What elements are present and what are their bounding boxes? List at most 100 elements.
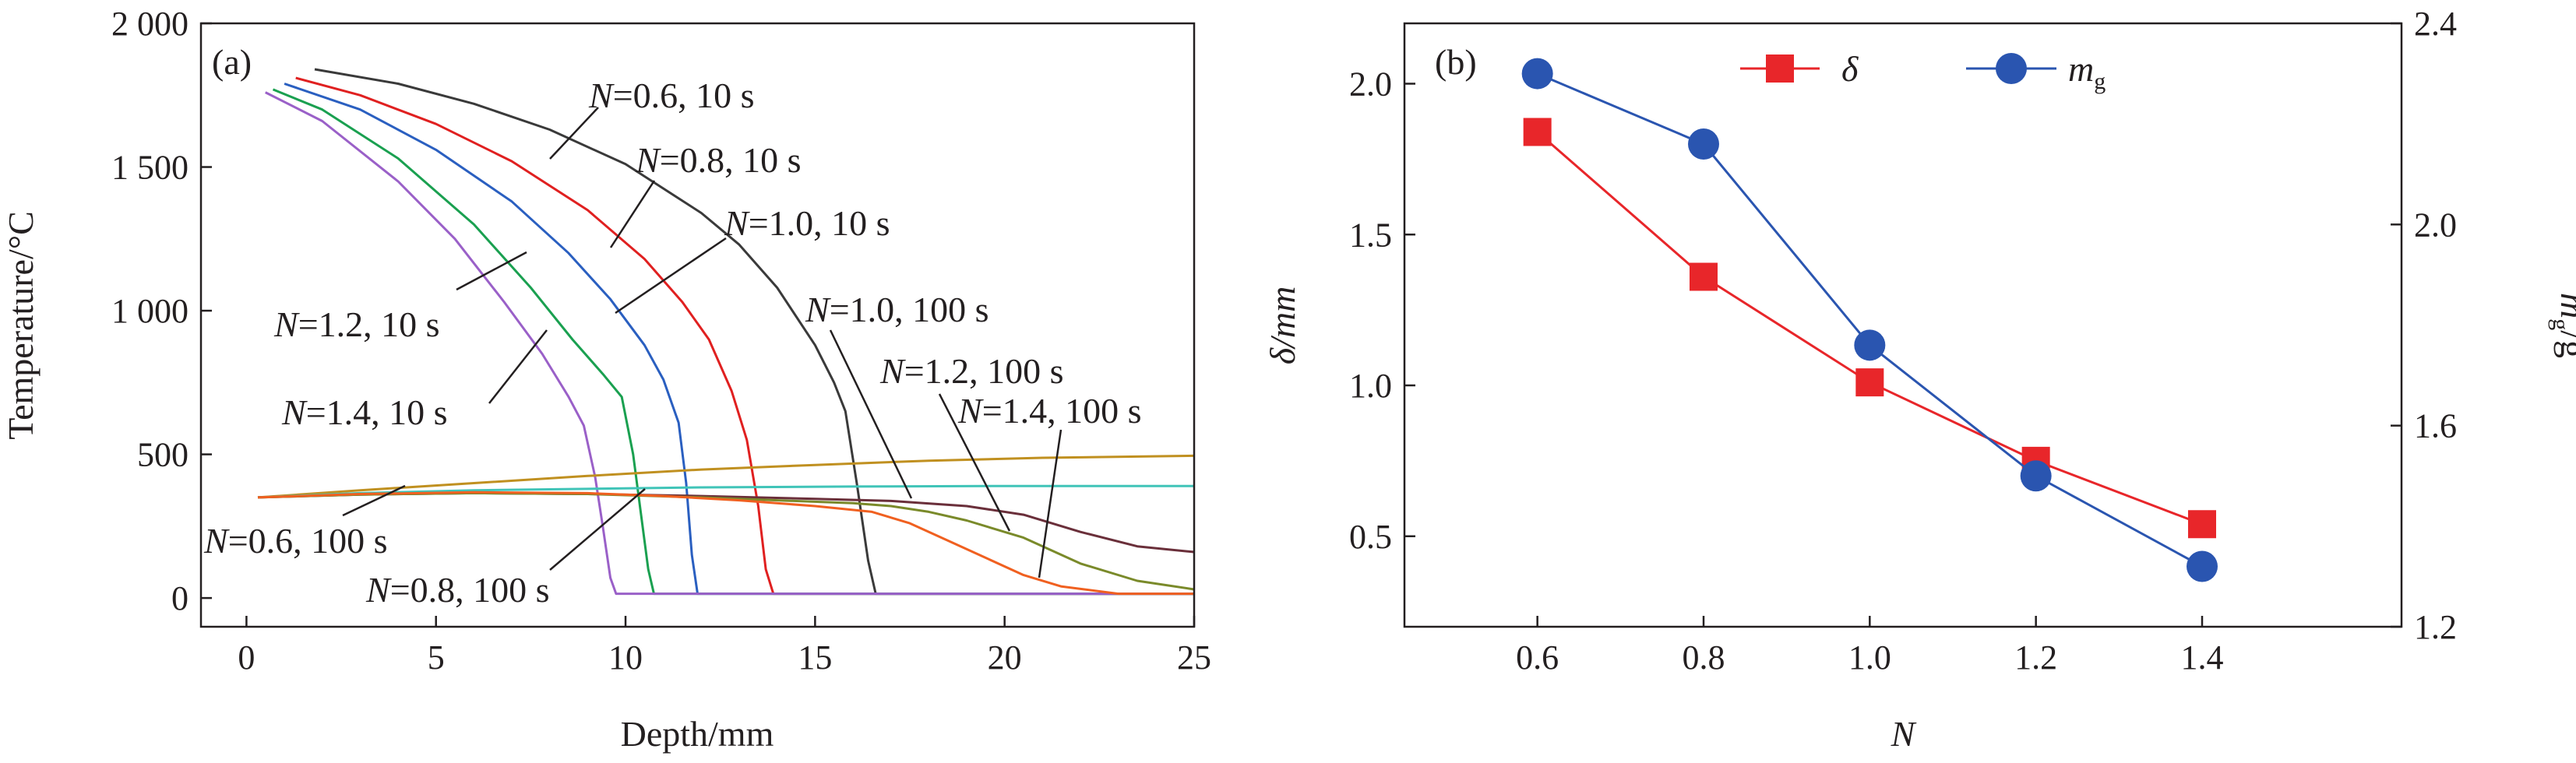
leader-n12-10s [456,251,527,291]
legend-delta-marker [1766,54,1794,83]
panel-b-left-y-axis-label-text: δ/mm [1263,287,1302,365]
left-y-tick-label: 2.0 [1349,65,1392,104]
label-n06-10s: N=0.6, 10 s [588,76,755,115]
label-n14-10s-symbol: N [281,392,308,432]
panel-b-left-y-axis-label: δ/mm [1263,287,1302,365]
label-n12-10s-symbol: N [273,304,300,344]
x-tick-label: 1.2 [2014,638,2057,677]
panel-a-temperature-chart: 0 5 10 15 20 25 0 500 1 000 1 500 2 000 (a) Depth/… [1,5,1211,754]
label-n12-100s: N=1.2, 100 s [879,351,1064,391]
curve-n14-10s [265,91,1194,596]
label-n12-10s-text: =1.2, 10 s [298,304,440,344]
leader-n10-10s [615,237,727,315]
label-n14-10s: N=1.4, 10 s [281,392,448,432]
panel-b-x-axis-label: N [1891,714,1917,754]
label-n12-100s-symbol: N [879,351,906,391]
x-tick-label: 20 [988,638,1022,677]
delta-point [1690,262,1718,291]
x-tick-label: 25 [1177,638,1211,677]
panel-b-right-y-axis-label-sub: g [2548,318,2574,330]
x-tick-label: 0.6 [1516,638,1559,677]
x-tick-label: 0.8 [1683,638,1725,677]
panel-a-axis-ticks: 0 5 10 15 20 25 0 500 1 000 1 500 2 000 [111,5,1211,677]
label-n10-100s: N=1.0, 100 s [805,290,989,329]
label-n10-100s-text: =1.0, 100 s [830,290,989,329]
x-tick-label: 1.4 [2181,638,2224,677]
legend-delta-label: δ [1841,49,1859,89]
label-n10-10s: N=1.0, 10 s [724,203,890,243]
series-delta-line [1536,131,2203,526]
delta-point [1523,118,1552,146]
mg-point [2187,550,2218,582]
label-n08-100s: N=0.8, 100 s [365,570,550,610]
y-tick-label: 1 500 [111,149,189,187]
panel-a-plot-frame [199,22,1196,628]
panel-a-leader-lines [342,107,1062,578]
curve-n10-100s [257,491,1195,554]
series-mg-line [1537,72,2203,568]
label-n14-100s: N=1.4, 100 s [957,391,1142,431]
leader-n10-100s [829,329,913,499]
delta-point [1855,368,1884,397]
label-n06-10s-symbol: N [588,76,615,115]
curve-n06-100s [257,454,1195,499]
label-n14-100s-text: =1.4, 100 s [982,391,1142,431]
legend-mg-marker [1996,53,2027,84]
panel-b-axis-ticks: 0.6 0.8 1.0 1.2 1.4 0.5 1.0 1.5 2.0 1.2 1.6 2.0 2.4 [1349,5,2457,677]
leader-n14-100s [1038,429,1062,578]
label-n10-10s-text: =1.0, 10 s [749,203,890,243]
panel-b-series-group [1521,58,2218,582]
label-n14-10s-text: =1.4, 10 s [306,392,448,432]
panel-a-series-group [257,68,1195,596]
label-n08-10s: N=0.8, 10 s [635,140,802,180]
panel-b-legend: δ mg [1740,49,2106,94]
leader-n08-10s [609,180,656,248]
legend-mg-label-base: m [2068,49,2094,89]
mg-point [2020,460,2052,492]
leader-n08-100s [549,488,646,571]
leader-n06-100s [342,484,406,517]
panel-b-right-y-axis-label-suffix: /g [2553,330,2576,358]
panel-a-x-axis-label: Depth/mm [621,714,774,754]
y-tick-label: 2 000 [111,5,189,43]
panel-a-label: (a) [212,42,252,82]
x-tick-label: 15 [798,638,832,677]
label-n08-10s-symbol: N [635,140,661,180]
leader-n12-100s [938,393,1011,532]
label-n12-10s: N=1.2, 10 s [273,304,440,344]
label-n06-100s-symbol: N [203,521,230,561]
label-n08-100s-symbol: N [365,570,392,610]
curve-n06-10s [314,68,1194,596]
leader-n06-10s [549,107,599,160]
left-y-tick-label: 1.0 [1349,367,1392,405]
left-y-tick-label: 1.5 [1349,216,1392,254]
panel-b-label: (b) [1435,42,1477,82]
right-y-tick-label: 2.0 [2414,206,2457,244]
x-tick-label: 0 [238,638,255,677]
panel-b-right-y-axis-label-base: m [2553,293,2576,318]
label-n06-10s-text: =0.6, 10 s [613,76,755,115]
label-n06-100s: N=0.6, 100 s [203,521,388,561]
y-tick-label: 0 [171,579,189,617]
panel-b-delta-mass-chart: 0.6 0.8 1.0 1.2 1.40.51.01.52.01.21.62.02.4 … [1263,5,2576,754]
panel-a-y-axis-label: Temperature/°C [1,211,41,440]
right-y-tick-label: 2.4 [2414,5,2457,43]
left-y-tick-label: 0.5 [1349,518,1392,556]
x-tick-label: 1.0 [1848,638,1891,677]
right-y-tick-label: 1.2 [2414,608,2457,646]
curve-n14-100s [257,490,1194,596]
mg-point [1688,128,1719,160]
label-n08-100s-text: =0.8, 100 s [390,570,550,610]
label-n14-100s-symbol: N [957,391,984,431]
legend-mg-label: mg [2068,49,2106,94]
y-tick-label: 1 000 [111,292,189,330]
curve-n12-10s [272,88,1194,596]
right-y-tick-label: 1.6 [2414,407,2457,445]
curve-n10-10s [284,83,1194,596]
label-n10-100s-symbol: N [805,290,831,329]
x-tick-label: 10 [608,638,643,677]
mg-point [1521,58,1553,90]
panel-b-right-y-axis-label: mg/g [2548,293,2576,358]
leader-n14-10s [488,329,548,404]
